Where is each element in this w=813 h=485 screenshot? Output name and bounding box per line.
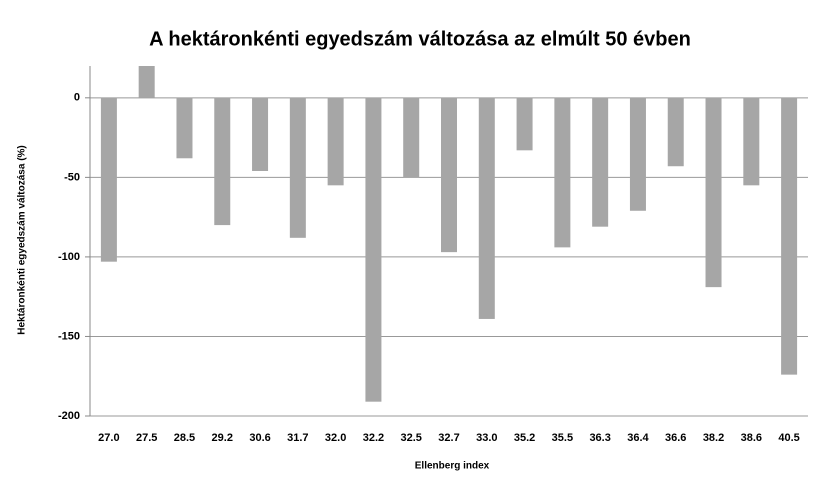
bar <box>743 97 760 186</box>
bar <box>441 97 457 253</box>
bar <box>592 97 609 227</box>
y-tick-label: -50 <box>64 171 80 183</box>
x-tick-label: 36.3 <box>589 432 610 444</box>
x-tick-label: 38.2 <box>703 432 724 444</box>
x-tick-label: 33.0 <box>476 432 497 444</box>
x-tick-label: 35.5 <box>552 432 573 444</box>
bar <box>781 97 798 375</box>
x-tick-label: 35.2 <box>514 432 535 444</box>
bar <box>214 97 231 226</box>
y-axis-label: Hektáronkénti egyedszám változása (%) <box>17 145 28 335</box>
x-tick-label: 32.5 <box>400 432 421 444</box>
bar <box>403 97 420 178</box>
chart-title: A hektáronkénti egyedszám változása az e… <box>149 28 691 50</box>
x-tick-label: 32.7 <box>438 432 459 444</box>
x-tick-label: 29.2 <box>212 432 233 444</box>
y-tick-label: -200 <box>58 410 80 422</box>
bar <box>478 97 495 319</box>
bar <box>629 97 646 211</box>
x-tick-label: 40.5 <box>778 432 799 444</box>
x-tick-label: 27.5 <box>136 432 157 444</box>
x-tick-label: 32.2 <box>363 432 384 444</box>
y-tick-label: -150 <box>58 330 80 342</box>
x-tick-label: 27.0 <box>98 432 119 444</box>
bar <box>176 97 193 159</box>
y-tick-label: 0 <box>74 92 80 104</box>
bar <box>365 97 382 402</box>
bar <box>667 97 684 167</box>
bar <box>138 66 155 98</box>
x-tick-label: 38.6 <box>741 432 762 444</box>
bar <box>516 97 533 151</box>
x-axis-label: Ellenberg index <box>415 461 490 472</box>
bar <box>289 97 306 238</box>
bar <box>705 97 722 288</box>
bar <box>554 97 571 248</box>
y-tick-label: -100 <box>58 251 80 263</box>
x-tick-label: 31.7 <box>287 432 308 444</box>
x-tick-label: 32.0 <box>325 432 346 444</box>
bar <box>252 97 269 171</box>
bar <box>100 97 117 262</box>
x-tick-label: 36.6 <box>665 432 686 444</box>
x-tick-label: 28.5 <box>174 432 195 444</box>
bar <box>327 97 344 186</box>
x-tick-label: 30.6 <box>249 432 270 444</box>
x-tick-label: 36.4 <box>627 432 649 444</box>
